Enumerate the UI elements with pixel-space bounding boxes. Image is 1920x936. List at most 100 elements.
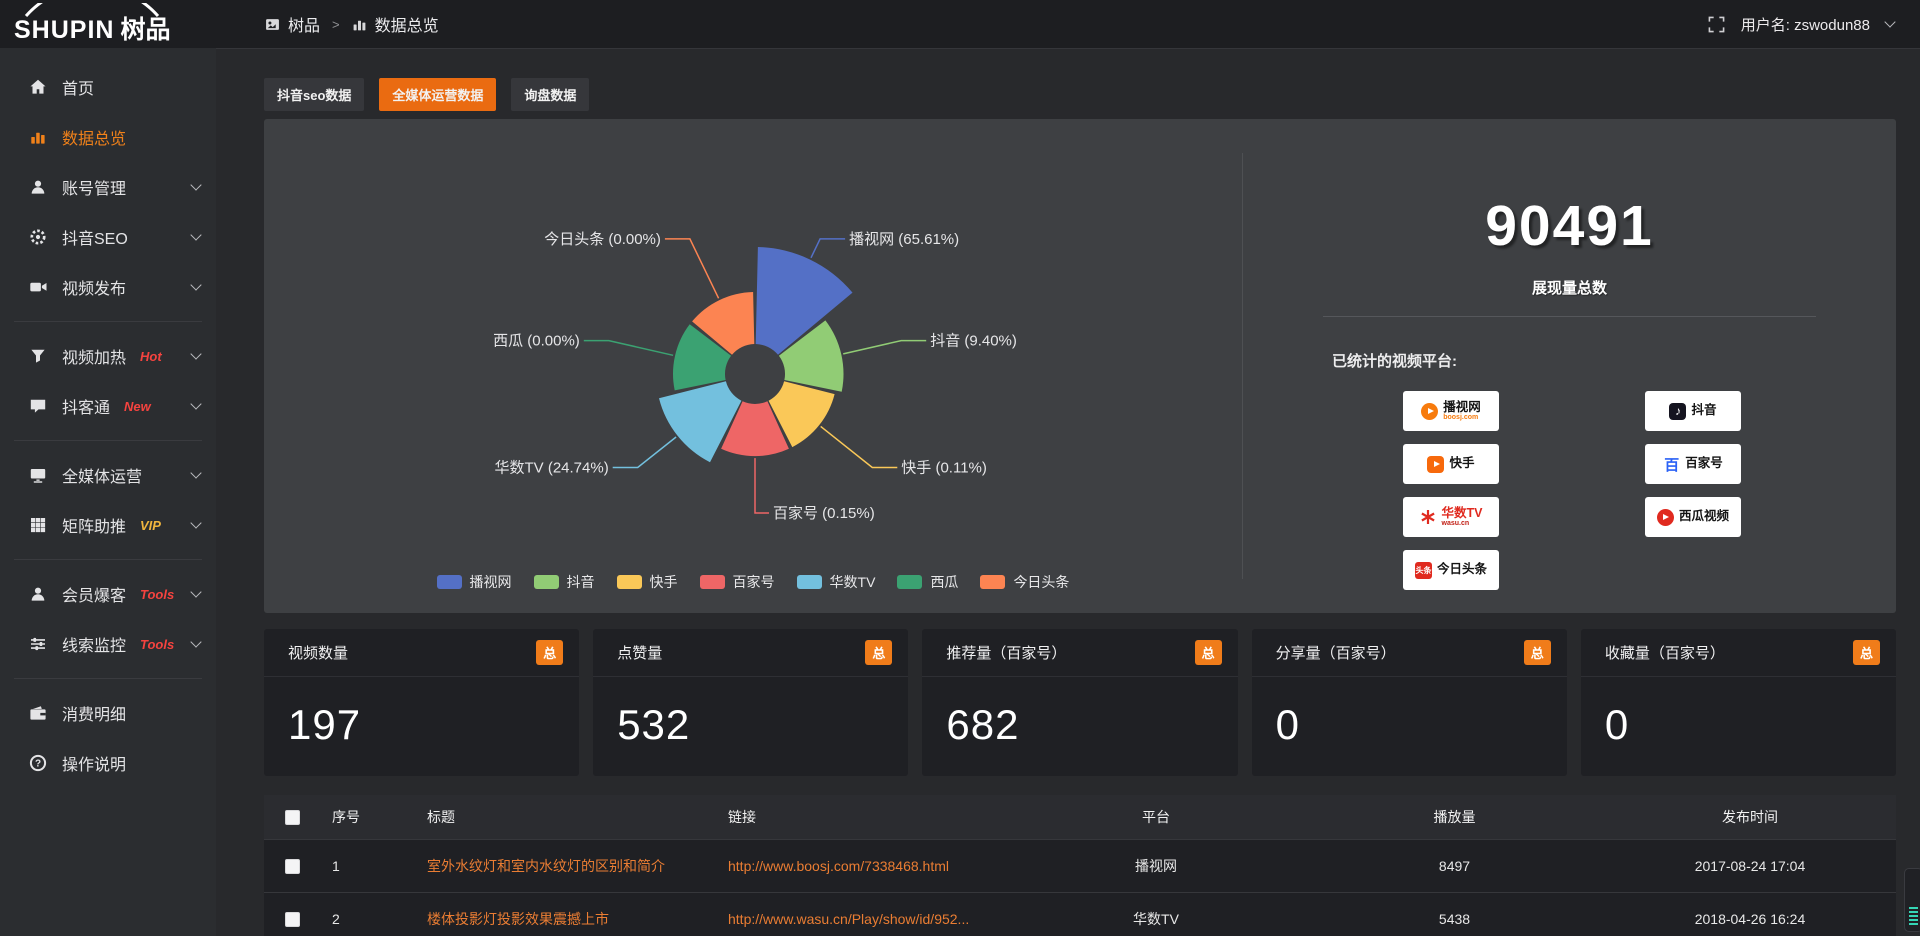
video-url-link[interactable]: http://www.wasu.cn/Play/show/id/952... <box>728 911 970 927</box>
platform-name: 抖音 <box>1691 403 1717 418</box>
topbar: SHUPIN 树品 树品 > 数据总览 用户名: zswodun88 <box>0 0 1920 48</box>
pie-leader-line <box>754 458 769 514</box>
pie-slice-4[interactable] <box>721 401 789 457</box>
sidebar-item-2[interactable]: 数据总览 <box>0 112 216 162</box>
chevron-down-icon <box>190 229 202 241</box>
sidebar-divider <box>14 559 202 560</box>
sidebar-item-9[interactable]: 矩阵助推 VIP <box>0 500 216 550</box>
stat-card-total-badge[interactable]: 总 <box>865 640 893 665</box>
sidebar-item-13[interactable]: ? 操作说明 <box>0 738 216 788</box>
sidebar-item-label: 抖音SEO <box>62 231 128 248</box>
pie-slice-1[interactable] <box>755 247 853 355</box>
sidebar-item-label: 全媒体运营 <box>62 469 143 486</box>
sidebar-badge: Hot <box>140 348 162 364</box>
platform-badge-xigua: 西瓜视频 <box>1645 497 1741 537</box>
platform-name: 播视网 <box>1443 399 1481 414</box>
stat-card-label: 收藏量（百家号） <box>1604 645 1725 662</box>
sidebar-item-5[interactable]: 视频发布 <box>0 262 216 312</box>
fullscreen-icon[interactable] <box>1708 16 1725 33</box>
column-header: 平台 <box>1007 795 1305 840</box>
platform-name: 今日头条 <box>1436 562 1487 577</box>
pie-slice-7[interactable] <box>692 292 755 355</box>
chevron-down-icon <box>190 467 202 479</box>
stat-card-total-badge[interactable]: 总 <box>1194 640 1222 665</box>
video-title-link[interactable]: 楼体投影灯投影效果震撼上市 <box>427 911 609 927</box>
platform-sub: wasu.cn <box>1441 519 1470 527</box>
scroll-widget[interactable] <box>1904 868 1920 932</box>
cell-num: 2 <box>320 892 415 936</box>
breadcrumb-current[interactable]: 数据总览 <box>374 18 439 35</box>
pie-leader-line <box>612 436 677 469</box>
legend-item[interactable]: 百家号 <box>699 572 775 592</box>
stat-card-total-badge[interactable]: 总 <box>536 640 564 665</box>
cell-time: 2018-04-26 16:24 <box>1604 892 1896 936</box>
sidebar-item-1[interactable]: 首页 <box>0 62 216 112</box>
sidebar-item-3[interactable]: 账号管理 <box>0 162 216 212</box>
legend-item[interactable]: 华数TV <box>796 572 875 592</box>
sidebar-item-label: 视频发布 <box>62 281 127 298</box>
tab-2[interactable]: 全媒体运营数据 <box>379 78 497 111</box>
stat-card-label: 视频数量 <box>288 645 349 662</box>
sidebar-item-8[interactable]: 全媒体运营 <box>0 450 216 500</box>
pie-label: 西瓜 (0.00%) <box>493 333 580 350</box>
stat-card-total-badge[interactable]: 总 <box>1853 640 1881 665</box>
stat-card-value: 197 <box>288 701 362 748</box>
pie-slice-6[interactable] <box>673 324 732 391</box>
sidebar-item-11[interactable]: 线索监控 Tools <box>0 619 216 669</box>
breadcrumb-separator: > <box>332 16 340 32</box>
legend-item[interactable]: 抖音 <box>533 572 595 592</box>
pie-slice-3[interactable] <box>768 381 835 448</box>
legend-label: 快手 <box>649 574 678 590</box>
pie-slice-2[interactable] <box>778 320 844 392</box>
column-header: 标题 <box>415 795 716 840</box>
tab-3[interactable]: 询盘数据 <box>511 78 590 111</box>
video-url-link[interactable]: http://www.boosj.com/7338468.html <box>728 858 950 874</box>
sidebar-divider <box>14 678 202 679</box>
tab-1[interactable]: 抖音seo数据 <box>264 78 365 111</box>
sidebar-item-4[interactable]: 抖音SEO <box>0 212 216 262</box>
username-label[interactable]: 用户名: zswodun88 <box>1740 16 1870 34</box>
sidebar-item-10[interactable]: 会员爆客 Tools <box>0 569 216 619</box>
row-checkbox[interactable] <box>284 859 300 875</box>
cell-platform: 播视网 <box>1007 839 1305 893</box>
legend-item[interactable]: 今日头条 <box>980 572 1069 592</box>
legend-label: 西瓜 <box>930 574 959 590</box>
legend-swatch <box>616 575 642 589</box>
total-impressions-value: 90491 <box>1485 194 1654 258</box>
legend-item[interactable]: 播视网 <box>436 572 512 592</box>
sidebar-divider <box>14 440 202 441</box>
legend-item[interactable]: 快手 <box>616 572 678 592</box>
sidebar-item-label: 矩阵助推 <box>62 519 127 536</box>
legend-swatch <box>796 575 822 589</box>
pie-label: 百家号 (0.15%) <box>773 505 875 522</box>
user-chevron-down-icon[interactable] <box>1884 16 1896 28</box>
stat-card-label: 分享量（百家号） <box>1275 645 1396 662</box>
stat-card-header: 收藏量（百家号） 总 <box>1580 629 1897 677</box>
monitor-icon <box>29 466 47 484</box>
legend-swatch <box>436 575 462 589</box>
video-title-link[interactable]: 室外水纹灯和室内水纹灯的区别和简介 <box>427 858 665 874</box>
breadcrumb-root[interactable]: 树品 <box>288 18 321 35</box>
video-icon <box>29 278 47 296</box>
sidebar-item-6[interactable]: 视频加热 Hot <box>0 331 216 381</box>
videos-table: 序号 标题 链接 平台 播放量 发布时间 1 室外水纹灯和室内水纹灯的区别和简介 http://… <box>264 795 1896 936</box>
sidebar-item-12[interactable]: 消费明细 <box>0 688 216 738</box>
rose-chart-area: 播视网 (65.61%) 抖音 (9.40%) 快手 (0.11%) 百家号 (0.1… <box>264 119 1242 613</box>
funnel-icon <box>29 347 47 365</box>
pie-slice-5[interactable] <box>659 381 742 463</box>
sidebar-item-label: 首页 <box>62 81 95 98</box>
chevron-down-icon <box>190 586 202 598</box>
platform-badge-boosj: 播视网 boosj.com <box>1403 391 1499 431</box>
summary-area: 90491 展现量总数 已统计的视频平台: 播视网 boosj.com 快手 华数TV… <box>1243 119 1896 613</box>
stat-card-total-badge[interactable]: 总 <box>1523 640 1551 665</box>
row-checkbox[interactable] <box>284 912 300 928</box>
sidebar-item-7[interactable]: 抖客通 New <box>0 381 216 431</box>
stat-card-value: 0 <box>1604 701 1630 748</box>
sidebar-badge: VIP <box>140 517 161 533</box>
stat-cards: 视频数量总 197 点赞量总 532 推荐量（百家号）总 682 分享量（百家号）总 0 收藏量… <box>264 629 1897 776</box>
comment-icon <box>29 397 47 415</box>
stat-card-header: 分享量（百家号） 总 <box>1251 629 1567 677</box>
legend-label: 今日头条 <box>1013 574 1070 590</box>
legend-item[interactable]: 西瓜 <box>897 572 958 592</box>
select-all-checkbox[interactable] <box>284 810 300 826</box>
